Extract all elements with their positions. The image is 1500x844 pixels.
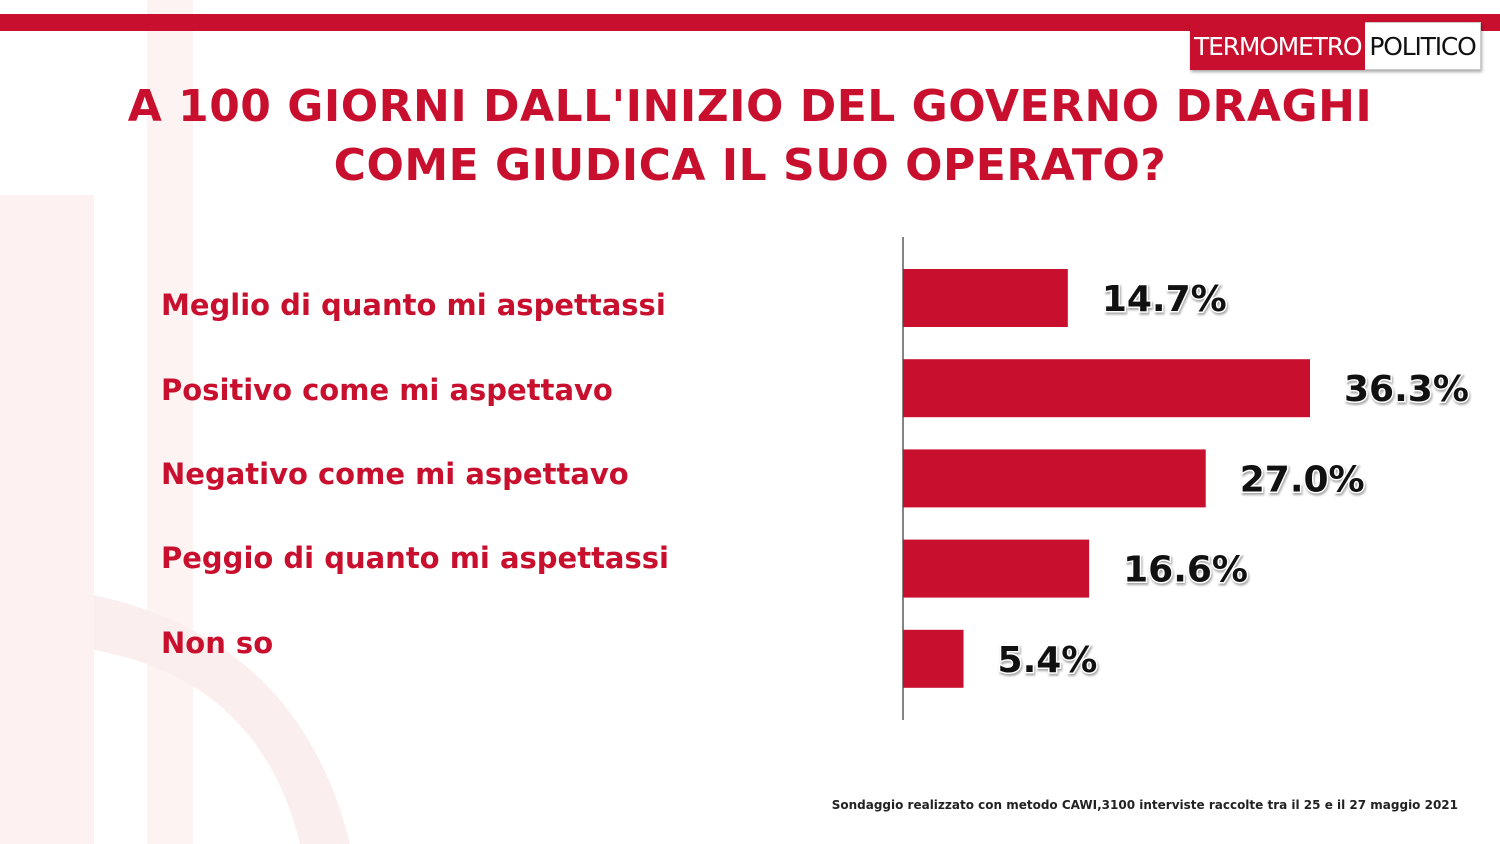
- category-label-2: Positivo come mi aspettavo: [161, 373, 613, 407]
- value-label-3: 27.0%: [1240, 459, 1365, 500]
- value-label-4: 16.6%: [1123, 550, 1248, 591]
- logo-text-right: POLITICO: [1365, 22, 1481, 70]
- chart-title-line-1: A 100 GIORNI DALL'INIZIO DEL GOVERNO DRA…: [127, 81, 1373, 132]
- value-label-1: 14.7%: [1102, 279, 1227, 320]
- category-label-1: Meglio di quanto mi aspettassi: [161, 288, 666, 322]
- category-label-4: Peggio di quanto mi aspettassi: [161, 541, 669, 575]
- bar-2: [903, 359, 1310, 418]
- bar-1: [903, 269, 1068, 327]
- bar-4: [903, 539, 1090, 598]
- top-red-bar: [0, 14, 1500, 31]
- value-label-5: 5.4%: [998, 640, 1098, 681]
- category-label-5: Non so: [161, 626, 274, 660]
- survey-footnote: Sondaggio realizzato con metodo CAWI,310…: [831, 798, 1458, 812]
- logo-text-left: TERMOMETRO: [1190, 22, 1366, 70]
- value-label-2: 36.3%: [1344, 369, 1469, 410]
- chart-title-line-2: COME GIUDICA IL SUO OPERATO?: [333, 140, 1167, 191]
- category-label-3: Negativo come mi aspettavo: [161, 457, 629, 491]
- bar-5: [903, 629, 964, 688]
- termometro-politico-logo: TERMOMETRO POLITICO: [1190, 22, 1481, 70]
- bar-3: [903, 449, 1206, 508]
